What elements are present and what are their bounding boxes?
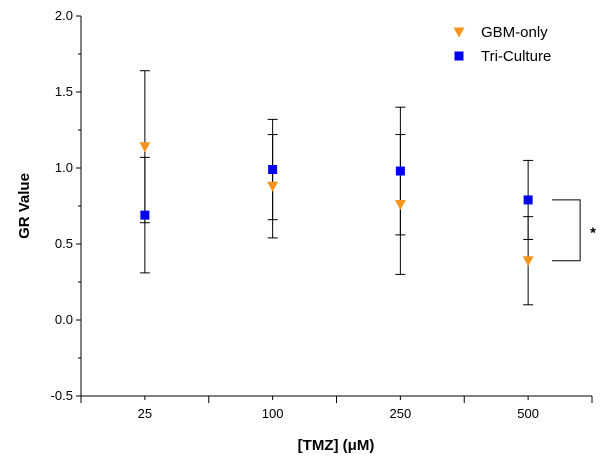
x-tick-label: 250 xyxy=(390,406,412,421)
y-tick-label: 1.0 xyxy=(55,160,73,175)
significance-annotation: * xyxy=(552,199,596,262)
y-axis-title: GR Value xyxy=(16,173,33,239)
legend: GBM-only Tri-Culture xyxy=(453,24,551,65)
y-tick-label: 1.5 xyxy=(55,84,73,99)
data-points xyxy=(139,142,534,267)
tri-culture-point xyxy=(140,210,150,220)
gbm-only-point xyxy=(139,142,151,153)
significance-asterisk: * xyxy=(590,224,596,241)
y-axis-ticks: -0.5 0.0 0.5 1.0 1.5 2.0 xyxy=(51,8,81,403)
tri-culture-point xyxy=(268,165,278,175)
x-axis-title: [TMZ] (μM) xyxy=(298,437,375,454)
legend-label: GBM-only xyxy=(481,24,548,41)
y-tick-label: 0.5 xyxy=(55,236,73,251)
significance-bracket xyxy=(552,199,581,262)
gbm-only-point xyxy=(522,256,534,267)
plot-frame xyxy=(80,16,592,397)
x-tick-label: 25 xyxy=(138,406,152,421)
y-tick-label: 0.0 xyxy=(55,312,73,327)
tri-culture-point xyxy=(395,166,405,176)
x-tick-label: 500 xyxy=(517,406,539,421)
error-bars xyxy=(139,70,534,306)
legend-label: Tri-Culture xyxy=(481,48,551,65)
y-tick-label: 2.0 xyxy=(55,8,73,23)
x-axis-ticks: 25 100 250 500 xyxy=(80,396,593,421)
tri-culture-point xyxy=(523,195,533,205)
gbm-only-point xyxy=(394,199,406,210)
x-tick-label: 100 xyxy=(262,406,284,421)
gbm-only-point xyxy=(267,181,279,192)
legend-marker-square xyxy=(454,51,464,61)
legend-marker-triangle xyxy=(453,27,465,38)
y-tick-label: -0.5 xyxy=(51,388,73,403)
